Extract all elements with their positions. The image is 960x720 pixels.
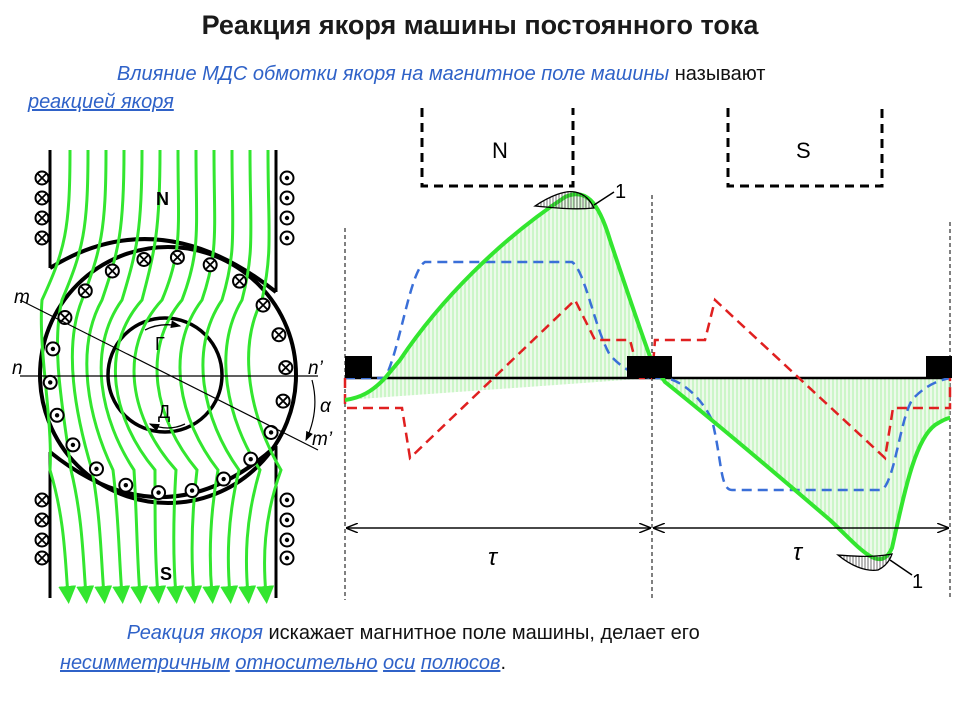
pole-n-outline	[420, 108, 575, 188]
field-distribution-plot: N S 1 1 τ τ	[343, 108, 952, 600]
conductor-into-page	[34, 550, 50, 566]
conductor-into-page	[34, 532, 50, 548]
conductor-into-page	[104, 263, 120, 279]
link-asymmetric[interactable]: несимметричным	[60, 652, 230, 674]
conductor-out-of-page	[279, 550, 295, 566]
intro-highlight: Влияние МДС обмотки якоря на магнитное п…	[116, 63, 670, 85]
term-link[interactable]: реакцией якоря	[28, 91, 174, 113]
conductor-out-of-page	[88, 461, 104, 477]
conductor-into-page	[34, 170, 50, 186]
rotation-arrow-upper	[144, 320, 182, 331]
saturation-region-bottom	[836, 553, 893, 571]
main-field-curve	[345, 260, 951, 492]
conductor-out-of-page	[279, 532, 295, 548]
conductor-into-page	[232, 273, 248, 289]
marker-leader-top	[593, 191, 615, 206]
link-relative[interactable]: относительно	[235, 652, 378, 674]
flux-line	[99, 149, 149, 604]
conductor-into-page	[34, 190, 50, 206]
flux-line	[224, 149, 262, 604]
pole-s-label: S	[160, 564, 172, 584]
conductor-out-of-page	[45, 341, 61, 357]
conductor-out-of-page	[49, 407, 65, 423]
pole-n-label: N	[156, 189, 169, 209]
link-axis[interactable]: оси	[383, 652, 416, 674]
armature-circle	[38, 245, 298, 505]
tau-label-1: τ	[488, 544, 499, 571]
pole-s-outline	[726, 108, 884, 188]
conductor-out-of-page	[216, 471, 232, 487]
axis-m-line	[19, 299, 319, 451]
conductor-out-of-page	[279, 190, 295, 206]
conductor-out-of-page	[279, 230, 295, 246]
link-poles[interactable]: полюсов	[420, 652, 501, 674]
conclusion-end: .	[500, 652, 506, 674]
conductor-into-page	[169, 249, 185, 265]
pole-s-label-top: S	[796, 138, 811, 163]
pole-s-sides	[48, 446, 278, 598]
conductor-into-page	[255, 297, 271, 313]
conclusion-paragraph: Реакция якоря искажает магнитное поле ма…	[60, 618, 920, 678]
saturation-region-top	[533, 190, 596, 210]
marker-label-top: 1	[615, 181, 626, 203]
conductor-into-page	[136, 251, 152, 267]
generator-label: Г	[155, 334, 165, 354]
axis-m-label: m	[14, 287, 30, 308]
rotation-arrow-lower	[148, 423, 186, 432]
axis-n-label: n	[12, 358, 23, 379]
flux-line	[132, 149, 185, 604]
conductor-out-of-page	[118, 477, 134, 493]
conductor-into-page	[275, 393, 291, 409]
brush-right	[926, 356, 952, 378]
conductor-out-of-page	[279, 492, 295, 508]
flux-lines	[39, 149, 283, 604]
intro-paragraph: Влияние МДС обмотки якоря на магнитное п…	[28, 60, 908, 116]
brush-left	[345, 356, 372, 378]
conductor-out-of-page	[184, 483, 200, 499]
conductor-out-of-page	[263, 424, 279, 440]
flux-line	[201, 149, 241, 604]
tau-label-2: τ	[793, 539, 804, 566]
flux-line	[113, 149, 167, 604]
flux-line	[55, 149, 95, 604]
flux-line	[247, 149, 283, 604]
conductor-into-page	[278, 360, 294, 376]
conductor-into-page	[34, 230, 50, 246]
conductor-into-page	[202, 257, 218, 273]
axis-m-prime-label: m’	[312, 429, 333, 450]
alpha-arc	[305, 379, 316, 442]
page-title: Реакция якоря машины постоянного тока	[201, 10, 759, 40]
pole-n-sides	[48, 150, 278, 292]
motor-label: Д	[158, 402, 170, 422]
flux-line	[155, 149, 203, 604]
conductor-into-page	[34, 512, 50, 528]
conductor-into-page	[34, 210, 50, 226]
flux-line	[178, 149, 221, 604]
conductor-into-page	[34, 492, 50, 508]
conductor-out-of-page	[279, 170, 295, 186]
conductor-into-page	[271, 327, 287, 343]
conductor-out-of-page	[243, 451, 259, 467]
machine-cross-section: N S Г Д m m’ n n’ α	[12, 149, 333, 604]
pole-n-label-top: N	[492, 138, 508, 163]
conclusion-highlight: Реакция якоря	[126, 622, 263, 644]
conclusion-plain: искажает магнитное поле машины, делает е…	[262, 622, 700, 644]
conductor-out-of-page	[65, 437, 81, 453]
conductor-into-page	[77, 283, 93, 299]
conclusion-indent	[60, 622, 127, 644]
brush-middle	[627, 356, 672, 378]
armature-conductors	[34, 170, 295, 566]
flux-line	[85, 149, 131, 604]
conductor-out-of-page	[279, 512, 295, 528]
marker-leader-bottom	[889, 559, 913, 576]
flux-line	[70, 149, 113, 604]
conductor-out-of-page	[279, 210, 295, 226]
conductor-out-of-page	[151, 485, 167, 501]
marker-label-bottom: 1	[912, 571, 923, 593]
axis-n-prime-label: n’	[308, 358, 324, 379]
conductor-out-of-page	[42, 374, 58, 390]
intro-plain: называют	[669, 63, 766, 85]
angle-alpha-label: α	[320, 396, 332, 417]
